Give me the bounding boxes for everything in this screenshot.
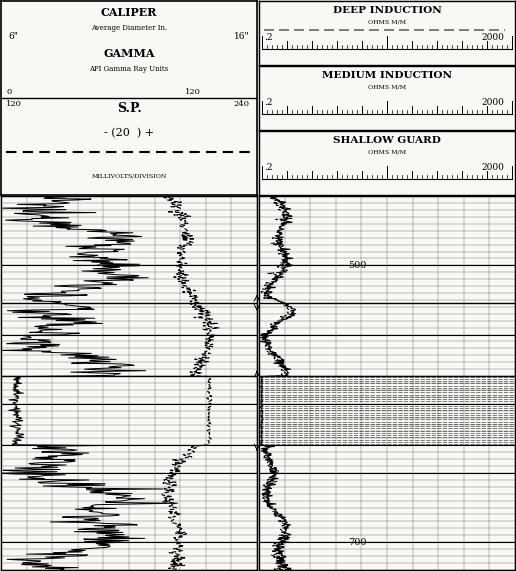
Text: - (20  ) +: - (20 ) + [104, 128, 154, 138]
Text: 500: 500 [258, 261, 277, 270]
Text: Cimarron Salt: Cimarron Salt [259, 407, 313, 415]
Text: 240: 240 [233, 100, 249, 108]
Text: 700: 700 [349, 538, 367, 546]
Text: OHMS M/M: OHMS M/M [368, 149, 406, 154]
Text: 700: 700 [258, 538, 277, 546]
Text: API Gamma Ray Units: API Gamma Ray Units [89, 65, 169, 73]
Text: .2: .2 [264, 98, 272, 107]
Text: 120: 120 [185, 88, 201, 96]
Text: SHALLOW GUARD: SHALLOW GUARD [333, 136, 441, 145]
Text: 500: 500 [349, 261, 367, 270]
Text: MEDIUM INDUCTION: MEDIUM INDUCTION [322, 71, 452, 81]
Text: S.P.: S.P. [117, 102, 141, 115]
Text: OHMS M/M: OHMS M/M [368, 19, 406, 24]
Text: 120: 120 [6, 100, 22, 108]
Text: 2000: 2000 [482, 33, 505, 42]
Text: 0: 0 [6, 88, 11, 96]
Text: DEEP INDUCTION: DEEP INDUCTION [333, 6, 441, 15]
Text: CALIPER: CALIPER [101, 7, 157, 18]
Text: 16": 16" [234, 31, 249, 41]
Text: 2000: 2000 [482, 163, 505, 172]
Text: .2: .2 [264, 33, 272, 42]
Text: Stone Corral: Stone Corral [259, 299, 308, 307]
Text: OHMS M/M: OHMS M/M [368, 84, 406, 89]
Text: GAMMA: GAMMA [103, 47, 155, 59]
Text: .2: .2 [264, 163, 272, 172]
Text: MILLIVOLTS/DIVISION: MILLIVOLTS/DIVISION [91, 173, 167, 178]
Text: Average Diameter In.: Average Diameter In. [91, 25, 167, 33]
Text: 2000: 2000 [482, 98, 505, 107]
Text: 6": 6" [9, 31, 19, 41]
